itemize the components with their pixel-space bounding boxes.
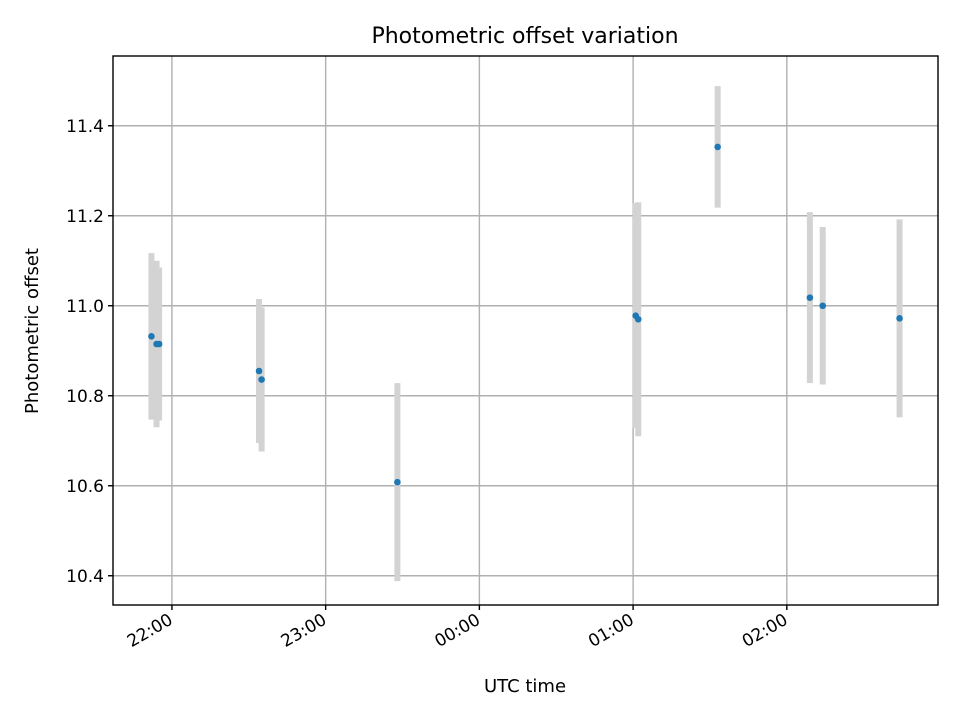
data-point [155,340,163,348]
y-axis-label: Photometric offset [22,248,43,414]
plot-frame [112,55,939,606]
x-tick-label: 22:00 [124,610,176,652]
data-point [255,367,263,375]
data-point [148,333,155,340]
y-tick-label: 11.2 [66,207,104,227]
data-point [896,315,903,322]
data-point [634,315,642,323]
y-tick-label: 11.4 [66,117,104,137]
x-tick-label: 02:00 [739,610,791,652]
data-point [819,302,827,310]
y-tick-label: 10.6 [66,477,104,497]
axis-ticks: 10.4 10.6 10.8 11.0 11.2 11.4 22:00 23:00 00:00 0… [66,117,791,652]
data-point [258,376,265,383]
data-point [714,143,721,151]
y-tick-label: 10.4 [66,567,104,587]
x-tick-label: 23:00 [278,610,330,652]
grid [113,56,938,605]
x-axis-label: UTC time [484,676,566,697]
chart-title: Photometric offset variation [371,24,678,49]
data-point [806,294,814,301]
x-tick-label: 00:00 [431,610,483,652]
y-tick-label: 11.0 [66,297,104,317]
y-tick-label: 10.8 [66,387,104,407]
x-tick-label: 01:00 [585,610,637,652]
data-points [148,143,903,486]
data-point [394,478,401,486]
